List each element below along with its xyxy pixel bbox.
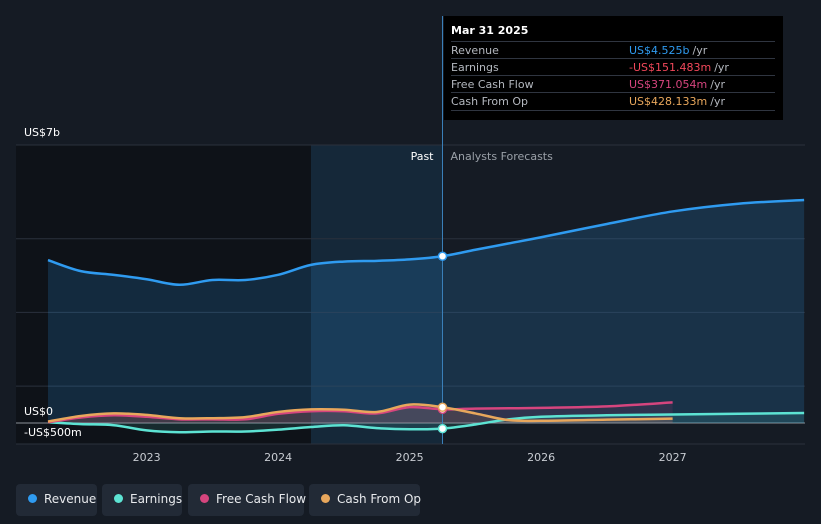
free-cash-flow-line [47,401,673,424]
legend-item-cash-from-op[interactable]: Cash From Op [309,484,422,516]
series-markers [437,251,448,434]
tooltip-row-revenue: Revenue US$4.525b/yr [451,41,775,59]
x-tick-label: 2024 [264,451,292,464]
earnings-line [47,411,805,434]
tooltip-value: US$428.133m/yr [629,95,725,108]
revenue-line [47,198,805,287]
tooltip-row-free-cash-flow: Free Cash Flow US$371.054m/yr [451,75,775,93]
revenue-area [48,200,805,423]
tooltip-label: Cash From Op [451,95,529,108]
legend-label: Cash From Op [337,492,422,506]
series-lines [47,198,805,434]
tooltip-label: Earnings [451,61,499,74]
y-axis-top-label: US$7b [24,126,60,139]
tooltip-label: Revenue [451,44,499,57]
gridlines [16,144,805,445]
earnings-dot-icon [114,494,123,503]
x-tick-label: 2025 [396,451,424,464]
cash-from-op-marker [437,402,448,412]
revenue-marker [437,251,448,261]
cash-from-op-dot-icon [321,494,330,503]
legend-label: Free Cash Flow [216,492,307,506]
legend-label: Earnings [130,492,183,506]
legend-label: Revenue [44,492,97,506]
y-axis-min-label: -US$500m [24,426,82,439]
x-axis-ticks: 2023 2024 2025 2026 2027 [133,451,687,464]
tooltip-date: Mar 31 2025 [451,24,529,37]
tooltip-value: US$4.525b/yr [629,44,708,57]
y-axis-zero-label: US$0 [24,405,53,418]
earnings-area [48,413,805,433]
legend-item-free-cash-flow[interactable]: Free Cash Flow [188,484,307,516]
tooltip-label: Free Cash Flow [451,78,534,91]
past-label: Past [411,150,435,163]
legend-item-earnings[interactable]: Earnings [102,484,182,516]
tooltip-row-cash-from-op: Cash From Op US$428.133m/yr [451,92,775,111]
tooltip-value: -US$151.483m/yr [629,61,729,74]
highlight-shade [311,145,443,444]
x-tick-label: 2023 [133,451,161,464]
tooltip-row-earnings: Earnings -US$151.483m/yr [451,58,775,76]
tooltip: Mar 31 2025 Revenue US$4.525b/yr Earning… [444,16,783,120]
tooltip-value: US$371.054m/yr [629,78,725,91]
x-tick-label: 2026 [527,451,555,464]
free-cash-flow-dot-icon [200,494,209,503]
cash-from-op-line [47,403,673,423]
legend-item-revenue[interactable]: Revenue [16,484,97,516]
revenue-dot-icon [28,494,37,503]
x-tick-label: 2027 [659,451,687,464]
earnings-marker [437,423,448,434]
forecast-label: Analysts Forecasts [451,150,554,163]
